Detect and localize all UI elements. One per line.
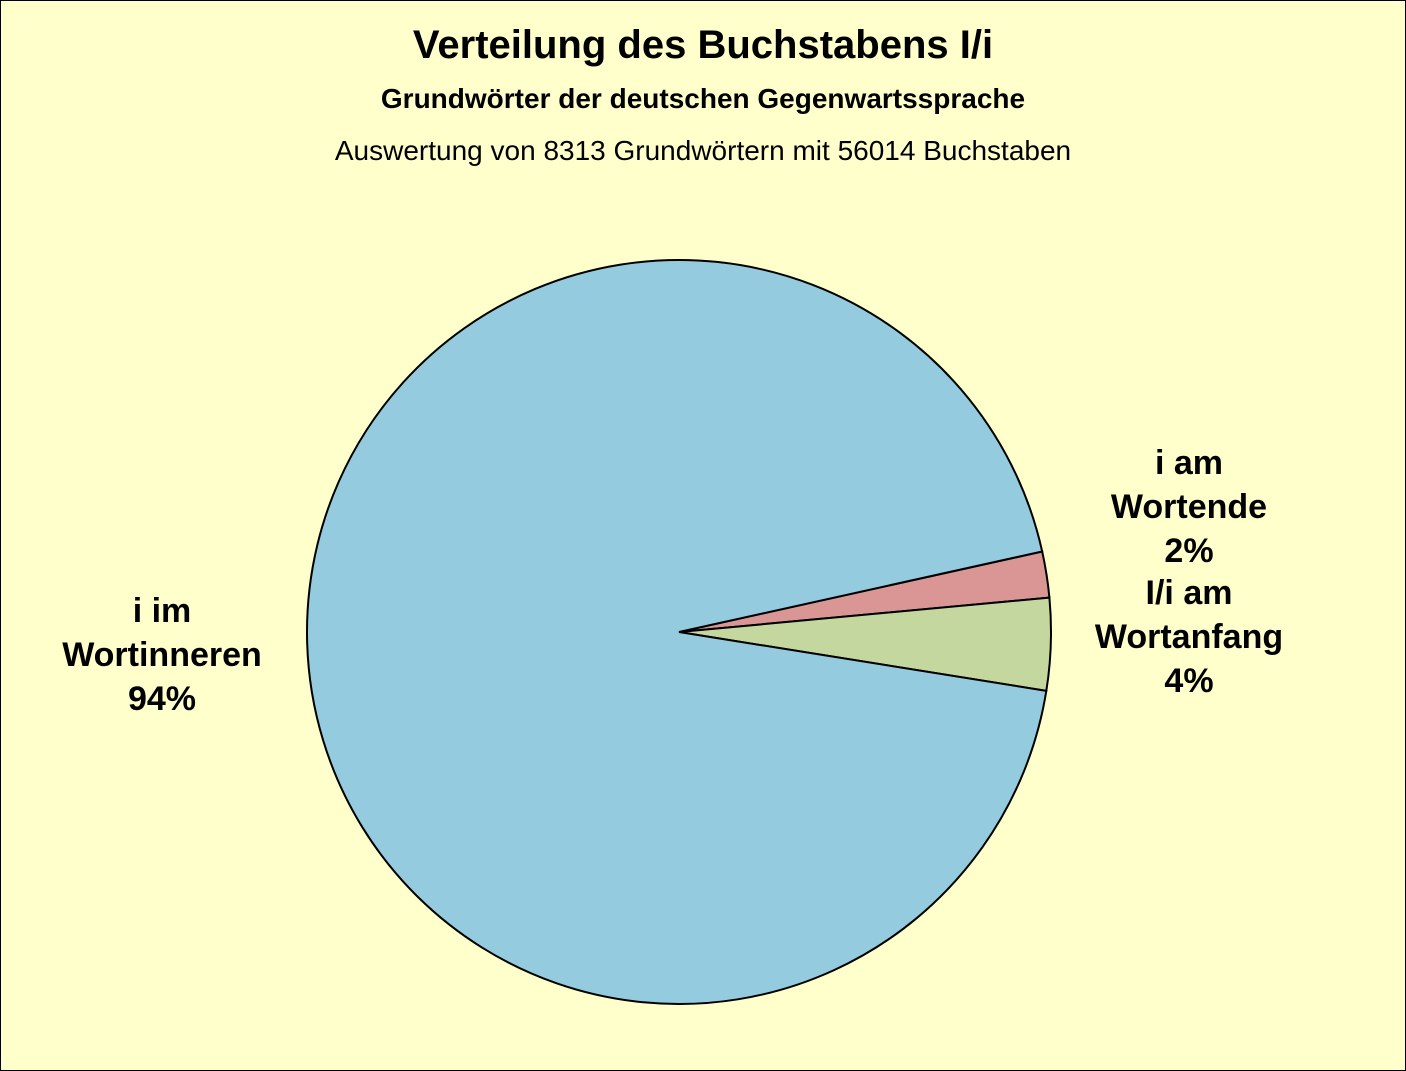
category-label: i im Wortinneren (62, 592, 262, 674)
chart-note: Auswertung von 8313 Grundwörtern mit 560… (334, 135, 1072, 166)
category-label: i am Wortende (1110, 444, 1268, 526)
slice-label: i im Wortinneren 94% (37, 589, 287, 721)
chart-subtitle: Grundwörter der deutschen Gegenwartsspra… (380, 83, 1026, 114)
slice-label: i am Wortende 2% (1079, 441, 1299, 573)
value-label: 94% (127, 680, 197, 718)
value-label: 2% (1164, 532, 1214, 570)
chart-title: Verteilung des Buchstabens I/i (412, 23, 994, 67)
slice-label: I/i am Wortanfang 4% (1069, 571, 1309, 703)
category-label: I/i am Wortanfang (1094, 574, 1284, 656)
pie-slice (306, 259, 1048, 1005)
value-label: 4% (1164, 662, 1214, 700)
